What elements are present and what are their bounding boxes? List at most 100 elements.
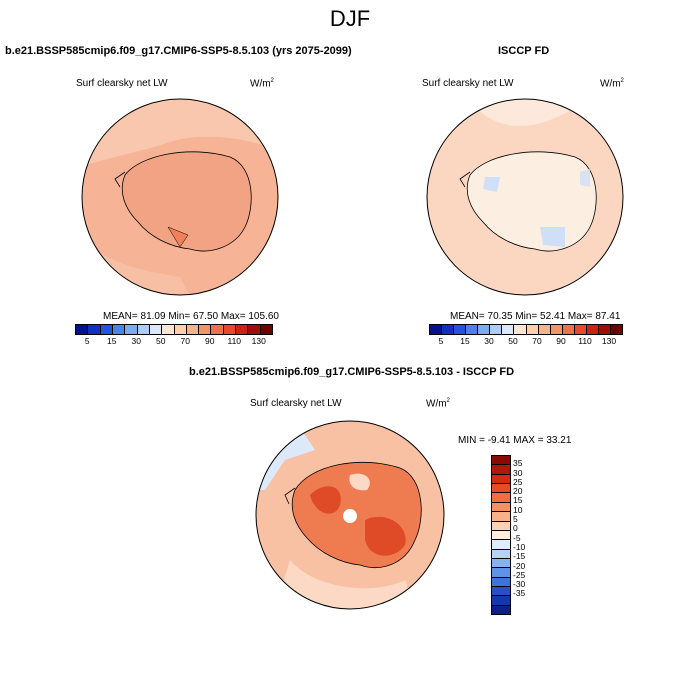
colorbar-swatch: [125, 325, 138, 334]
colorbar-tick-label: 90: [556, 336, 566, 346]
colorbar-swatch: [514, 325, 527, 334]
colorbar-swatch: [492, 456, 510, 466]
colorbar-swatch: [76, 325, 89, 334]
colorbar-tick-label: 15: [460, 336, 470, 346]
colorbar-tick-label: -25: [513, 569, 526, 580]
colorbar-tick-label: 70: [532, 336, 542, 346]
colorbar-swatch: [574, 325, 587, 334]
panel2-colorbar: [429, 324, 623, 335]
panel2-colorbar-labels: 5 15 30 50 70 90 110 130: [429, 336, 621, 348]
colorbar-swatch: [162, 325, 175, 334]
colorbar-swatch: [478, 325, 491, 334]
colorbar-tick-label: 50: [508, 336, 518, 346]
colorbar-tick-label: 110: [227, 336, 242, 346]
colorbar-swatch: [442, 325, 455, 334]
colorbar-tick-label: 15: [107, 336, 117, 346]
panel3-units: W/m2: [426, 398, 450, 410]
colorbar-swatch: [492, 587, 510, 597]
colorbar-swatch: [610, 325, 622, 334]
colorbar-swatch: [492, 474, 510, 485]
panel1-units: W/m2: [250, 78, 274, 90]
colorbar-swatch: [550, 325, 563, 334]
colorbar-tick-label: 130: [601, 336, 617, 346]
colorbar-swatch: [492, 521, 510, 531]
colorbar-tick-label: 30: [131, 336, 141, 346]
colorbar-tick-label: 35: [513, 458, 523, 469]
colorbar-swatch: [149, 325, 163, 334]
colorbar-swatch: [538, 325, 551, 334]
colorbar-swatch: [223, 325, 237, 334]
colorbar-tick-label: -5: [513, 532, 521, 543]
colorbar-tick-label: -20: [513, 560, 526, 571]
colorbar-swatch: [492, 596, 510, 606]
panel2-heading: ISCCP FD: [498, 45, 550, 57]
colorbar-tick-label: 50: [156, 336, 166, 346]
colorbar-swatch: [100, 325, 113, 334]
colorbar-swatch: [88, 325, 101, 334]
colorbar-swatch: [492, 577, 510, 588]
colorbar-swatch: [492, 512, 510, 522]
colorbar-tick-label: -35: [513, 588, 526, 599]
colorbar-swatch: [492, 540, 510, 550]
panel2-map: [426, 98, 624, 296]
colorbar-swatch: [562, 325, 575, 334]
colorbar-swatch: [492, 549, 510, 559]
panel3-variable: Surf clearsky net LW: [250, 398, 342, 409]
colorbar-swatch: [454, 325, 467, 334]
colorbar-tick-label: 15: [513, 495, 523, 506]
colorbar-swatch: [248, 325, 261, 334]
colorbar-swatch: [492, 558, 510, 569]
colorbar-tick-label: 5: [513, 514, 518, 525]
panel2-units: W/m2: [600, 78, 624, 90]
colorbar-tick-label: 0: [513, 523, 518, 534]
colorbar-swatch: [492, 493, 510, 503]
colorbar-swatch: [492, 502, 510, 513]
colorbar-swatch: [174, 325, 187, 334]
colorbar-swatch: [492, 568, 510, 578]
colorbar-swatch: [466, 325, 479, 334]
colorbar-tick-label: 110: [578, 336, 592, 346]
colorbar-tick-label: 5: [438, 336, 444, 346]
colorbar-tick-label: -15: [513, 551, 526, 562]
panel3-colorbar-labels: 35 30 25 20 15 10 5 0 -5 -10 -15 -20 -25 -30 -35: [513, 455, 543, 613]
panel3-heading: b.e21.BSSP585cmip6.f09_g17.CMIP6-SSP5-8.…: [189, 366, 515, 378]
panel1-heading: b.e21.BSSP585cmip6.f09_g17.CMIP6-SSP5-8.…: [5, 45, 352, 57]
panel1-colorbar-labels: 5 15 30 50 70 90 110 130: [75, 336, 271, 348]
colorbar-swatch: [490, 325, 503, 334]
colorbar-tick-label: 70: [180, 336, 190, 346]
panel1-stats: MEAN= 81.09 Min= 67.50 Max= 105.60: [103, 311, 279, 322]
colorbar-swatch: [137, 325, 150, 334]
panel3-colorbar: [491, 455, 511, 615]
figure-title: DJF: [329, 6, 371, 31]
colorbar-swatch: [492, 530, 510, 541]
colorbar-tick-label: 5: [84, 336, 90, 346]
colorbar-swatch: [526, 325, 539, 334]
colorbar-swatch: [430, 325, 443, 334]
panel1-map: [81, 98, 279, 296]
panel2-stats: MEAN= 70.35 Min= 52.41 Max= 87.41: [450, 311, 621, 322]
colorbar-swatch: [492, 465, 510, 475]
colorbar-tick-label: 10: [513, 504, 523, 515]
colorbar-swatch: [260, 325, 272, 334]
colorbar-swatch: [199, 325, 212, 334]
colorbar-swatch: [236, 325, 249, 334]
colorbar-tick-label: 30: [513, 467, 523, 478]
panel1-variable: Surf clearsky net LW: [76, 78, 168, 89]
colorbar-tick-label: 90: [205, 336, 215, 346]
colorbar-swatch: [112, 325, 126, 334]
colorbar-swatch: [211, 325, 224, 334]
panel3-map: [255, 420, 445, 610]
colorbar-swatch: [598, 325, 611, 334]
colorbar-tick-label: 20: [513, 486, 523, 497]
colorbar-tick-label: 30: [484, 336, 494, 346]
colorbar-swatch: [186, 325, 200, 334]
colorbar-swatch: [586, 325, 599, 334]
panel3-stats: MIN = -9.41 MAX = 33.21: [458, 435, 572, 446]
colorbar-tick-label: -10: [513, 541, 526, 552]
colorbar-tick-label: 130: [251, 336, 266, 346]
colorbar-swatch: [502, 325, 515, 334]
colorbar-tick-label: 25: [513, 476, 523, 487]
colorbar-swatch: [492, 484, 510, 494]
colorbar-tick-label: -30: [513, 579, 526, 590]
panel2-variable: Surf clearsky net LW: [422, 78, 514, 89]
